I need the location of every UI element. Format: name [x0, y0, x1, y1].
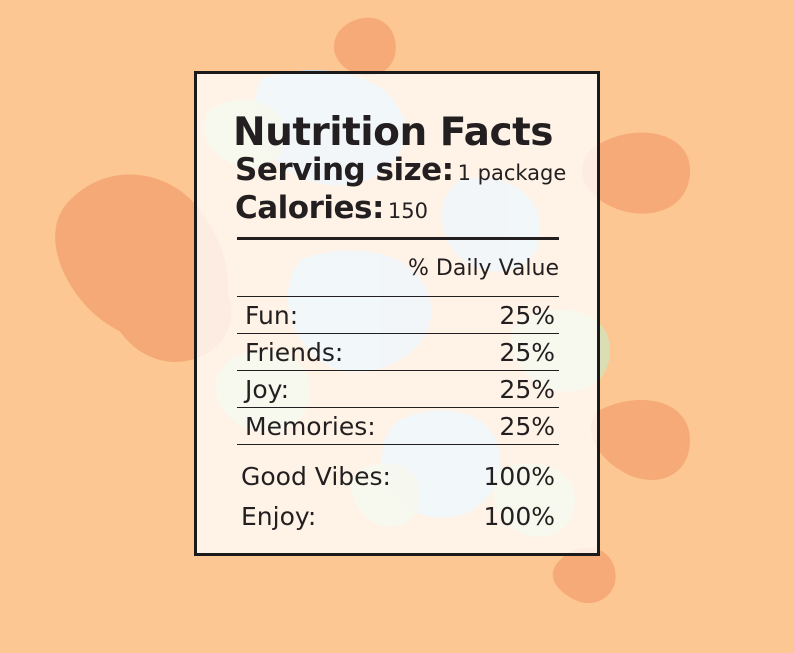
extra-name: Enjoy: — [241, 502, 317, 531]
calories-line: Calories: 150 — [235, 190, 428, 226]
extra-row-enjoy: Enjoy: 100% — [237, 502, 559, 538]
serving-size-line: Serving size: 1 package — [235, 152, 566, 188]
nutrient-name: Memories: — [245, 412, 376, 441]
nutrient-percent: 25% — [499, 375, 555, 404]
extra-name: Good Vibes: — [241, 462, 391, 491]
nutrient-row-joy: Joy: 25% — [237, 371, 559, 408]
nutrient-name: Joy: — [245, 375, 290, 404]
nutrient-name: Fun: — [245, 301, 299, 330]
extra-row-good-vibes: Good Vibes: 100% — [237, 462, 559, 498]
serving-size-label: Serving size: — [235, 152, 454, 188]
nutrient-percent: 25% — [499, 338, 555, 367]
table-top-divider — [237, 296, 559, 297]
label-title: Nutrition Facts — [233, 110, 553, 155]
extra-percent: 100% — [483, 462, 555, 491]
nutrient-row-fun: Fun: 25% — [237, 297, 559, 334]
nutrient-percent: 25% — [499, 412, 555, 441]
nutrient-percent: 25% — [499, 301, 555, 330]
daily-value-header: % Daily Value — [408, 256, 559, 281]
calories-label: Calories: — [235, 190, 384, 226]
nutrient-row-memories: Memories: 25% — [237, 408, 559, 445]
nutrient-name: Friends: — [245, 338, 344, 367]
nutrient-row-friends: Friends: 25% — [237, 334, 559, 371]
calories-value: 150 — [387, 199, 428, 223]
nutrition-label: Nutrition Facts Serving size: 1 package C… — [194, 71, 600, 556]
extra-percent: 100% — [483, 502, 555, 531]
serving-size-value: 1 package — [457, 161, 567, 185]
thick-divider — [237, 237, 559, 240]
